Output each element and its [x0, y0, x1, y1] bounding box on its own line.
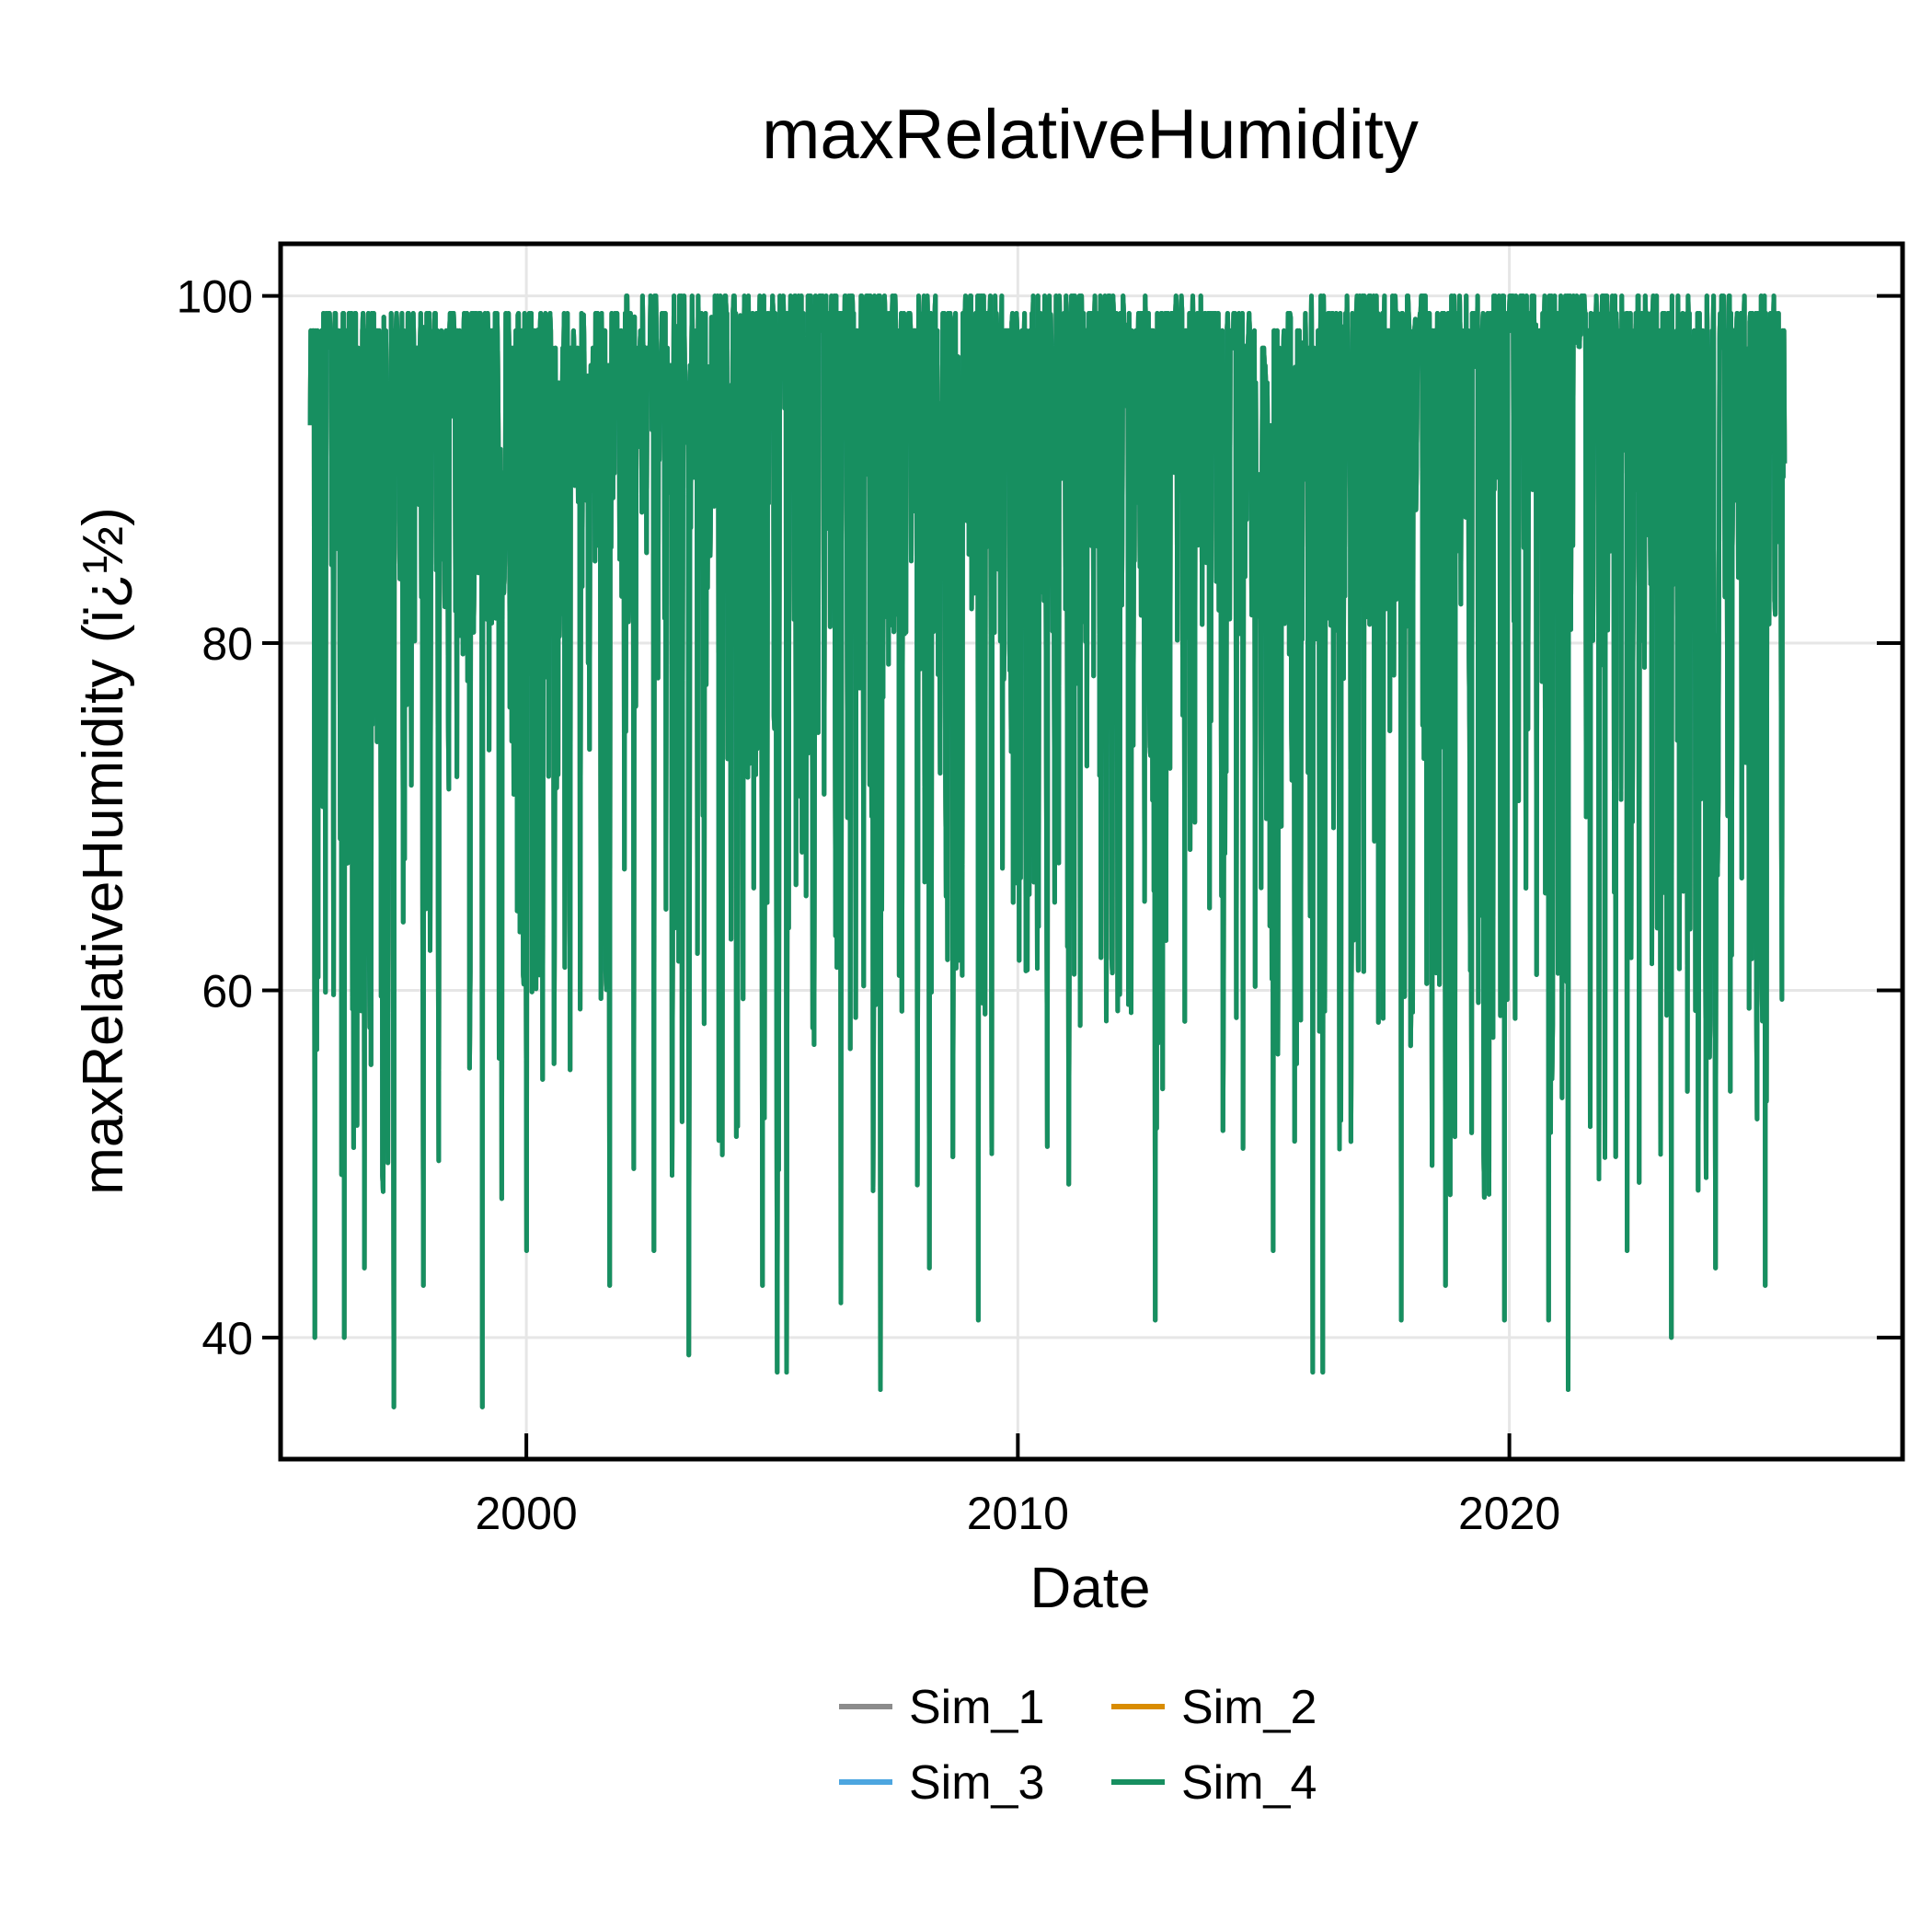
x-axis-label: Date — [1030, 1557, 1151, 1620]
y-axis-label: maxRelativeHumidity (ï¿½) — [72, 507, 135, 1195]
chart-title: maxRelativeHumidity — [762, 96, 1419, 174]
axis-tick-labels: 2000 2010 2020 40 60 80 100 — [177, 271, 1561, 1539]
legend-label: Sim_3 — [909, 1756, 1044, 1810]
plot-series — [307, 293, 1788, 1409]
x-tick-label: 2000 — [476, 1488, 578, 1539]
plot-frame — [278, 241, 1905, 1462]
legend-label: Sim_2 — [1181, 1681, 1317, 1734]
axis-ticks — [262, 293, 1903, 1459]
y-tick-label: 100 — [177, 271, 253, 323]
y-tick-label: 80 — [201, 618, 253, 670]
y-tick-label: 60 — [201, 965, 253, 1017]
x-tick-label: 2010 — [967, 1488, 1069, 1539]
x-tick-label: 2020 — [1458, 1488, 1560, 1539]
legend: Sim_1 Sim_2 Sim_3 Sim_4 — [839, 1681, 1317, 1810]
series-line-sim-4 — [307, 293, 1788, 1409]
y-tick-label: 40 — [201, 1313, 253, 1364]
legend-label: Sim_1 — [909, 1681, 1044, 1734]
legend-label: Sim_4 — [1181, 1756, 1317, 1810]
